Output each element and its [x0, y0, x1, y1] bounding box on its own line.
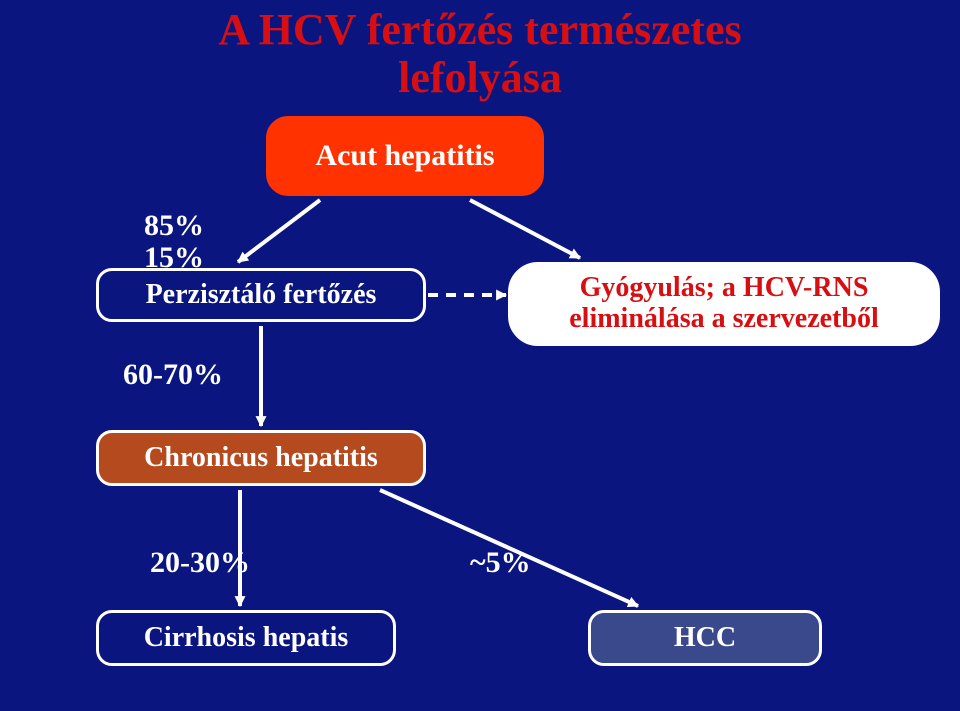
- arrow-acut_to_persist: [238, 200, 320, 262]
- box-acut-hepatitis: Acut hepatitis: [266, 116, 544, 196]
- label-60-70pct: 60-70%: [123, 358, 223, 392]
- label-20-30pct: 20-30%: [150, 546, 250, 580]
- diagram-title: A HCV fertőzés természetes lefolyása: [120, 6, 840, 103]
- arrow-acut_to_recovery: [470, 200, 580, 258]
- box-hcc: HCC: [588, 610, 822, 666]
- label-5pct: ~5%: [470, 546, 531, 580]
- box-chronic-hepatitis: Chronicus hepatitis: [96, 430, 426, 486]
- box-cirrhosis: Cirrhosis hepatis: [96, 610, 396, 666]
- box-recovery: Gyógyulás; a HCV-RNS eliminálása a szerv…: [508, 262, 940, 346]
- arrows-layer: [0, 0, 960, 711]
- diagram-stage: A HCV fertőzés természetes lefolyása Acu…: [0, 0, 960, 711]
- label-85pct: 85%: [144, 209, 204, 243]
- box-persistent-infection: Perzisztáló fertőzés: [96, 268, 426, 322]
- label-15pct: 15%: [144, 241, 204, 275]
